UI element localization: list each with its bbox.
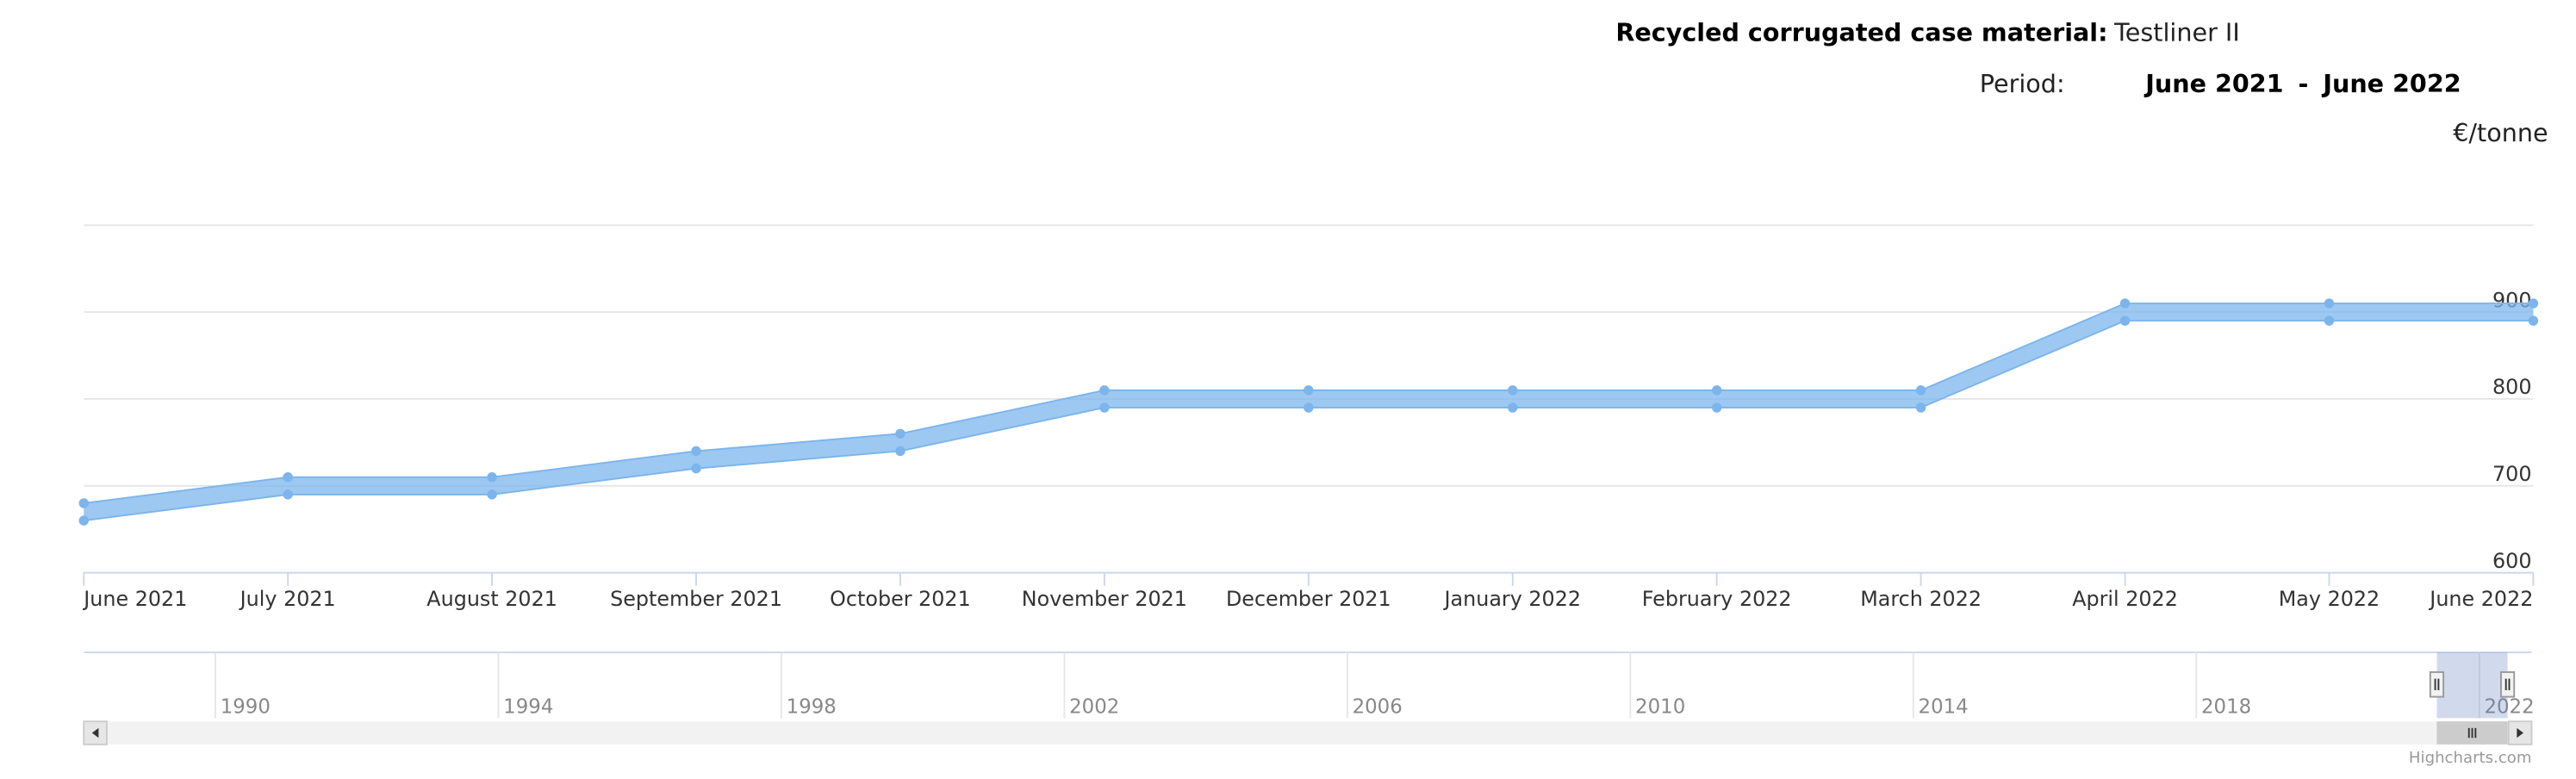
point[interactable] [283, 489, 293, 500]
x-tick-label: October 2021 [830, 587, 971, 611]
navigator-tick-label: 2018 [2201, 696, 2251, 719]
point[interactable] [1915, 385, 1926, 396]
credits[interactable]: Highcharts.com [2409, 749, 2532, 767]
point[interactable] [487, 471, 497, 483]
point[interactable] [2324, 298, 2335, 308]
navigator-tick-label: 2002 [1069, 696, 1119, 719]
point[interactable] [2119, 298, 2131, 308]
x-tick-label: August 2021 [426, 587, 557, 611]
point[interactable] [1099, 402, 1110, 413]
scrollbar-track[interactable] [84, 721, 2532, 745]
x-tick-label: June 2022 [2428, 587, 2533, 611]
point[interactable] [1508, 402, 1518, 413]
point[interactable] [1304, 402, 1314, 413]
x-tick-label: January 2022 [1442, 587, 1581, 611]
left-arrow [91, 727, 99, 738]
period-end: June 2022 [2321, 69, 2461, 98]
navigator-tick-label: 1994 [503, 696, 553, 719]
point[interactable] [1508, 385, 1518, 396]
point[interactable] [78, 515, 89, 526]
point[interactable] [895, 428, 905, 439]
point[interactable] [691, 463, 701, 474]
point[interactable] [487, 489, 497, 500]
navigator-handle[interactable] [2500, 671, 2516, 698]
point[interactable] [691, 446, 701, 457]
point[interactable] [2119, 315, 2131, 326]
navigator-tick-label: 1990 [221, 696, 271, 719]
right-arrow [2517, 727, 2523, 738]
navigator-tick-label: 2006 [1353, 696, 1403, 719]
x-tick-label: June 2021 [82, 587, 187, 611]
point[interactable] [1099, 385, 1110, 396]
point[interactable] [2324, 315, 2335, 326]
x-tick-label: November 2021 [1022, 587, 1187, 611]
navigator-selection[interactable] [2436, 652, 2508, 719]
period-separator: - [2299, 69, 2309, 98]
point[interactable] [2528, 315, 2539, 326]
x-tick-label: July 2021 [239, 587, 336, 611]
y-tick-label: 800 [2492, 375, 2531, 399]
y-axis-unit: €/tonne [2453, 118, 2548, 147]
material-label: Recycled corrugated case material: [1615, 18, 2107, 47]
x-tick-label: December 2021 [1226, 587, 1391, 611]
y-tick-label: 600 [2492, 549, 2531, 573]
point[interactable] [283, 471, 293, 483]
point[interactable] [1711, 385, 1722, 396]
y-tick-label: 700 [2492, 462, 2531, 486]
x-tick-label: September 2021 [610, 587, 782, 611]
point[interactable] [895, 446, 905, 457]
x-tick-label: April 2022 [2072, 587, 2178, 611]
point[interactable] [78, 498, 89, 508]
navigator-tick-label: 2022 [2484, 696, 2534, 719]
navigator-handle[interactable] [2429, 671, 2445, 698]
point[interactable] [1915, 402, 1926, 413]
period-label: Period: [1980, 69, 2065, 98]
x-tick-label: February 2022 [1642, 587, 1792, 611]
point[interactable] [2528, 298, 2539, 308]
period-start: June 2021 [2144, 69, 2283, 98]
x-tick-label: March 2022 [1860, 587, 1982, 611]
navigator-tick-label: 1998 [787, 696, 837, 719]
navigator-tick-label: 2010 [1635, 696, 1685, 719]
point[interactable] [1304, 385, 1314, 396]
material: Testliner II [2113, 18, 2240, 47]
point[interactable] [1711, 402, 1722, 413]
x-tick-label: May 2022 [2279, 587, 2380, 611]
navigator-tick-label: 2014 [1919, 696, 1969, 719]
